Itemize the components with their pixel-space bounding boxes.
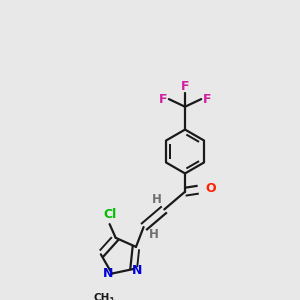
- Text: O: O: [206, 182, 216, 195]
- Text: H: H: [152, 193, 162, 206]
- Text: CH₃: CH₃: [94, 293, 115, 300]
- Text: F: F: [181, 80, 189, 93]
- Text: N: N: [103, 267, 113, 280]
- Text: Cl: Cl: [103, 208, 116, 221]
- Text: F: F: [203, 93, 212, 106]
- Text: F: F: [158, 93, 167, 106]
- Text: H: H: [149, 228, 159, 241]
- Text: N: N: [131, 264, 142, 277]
